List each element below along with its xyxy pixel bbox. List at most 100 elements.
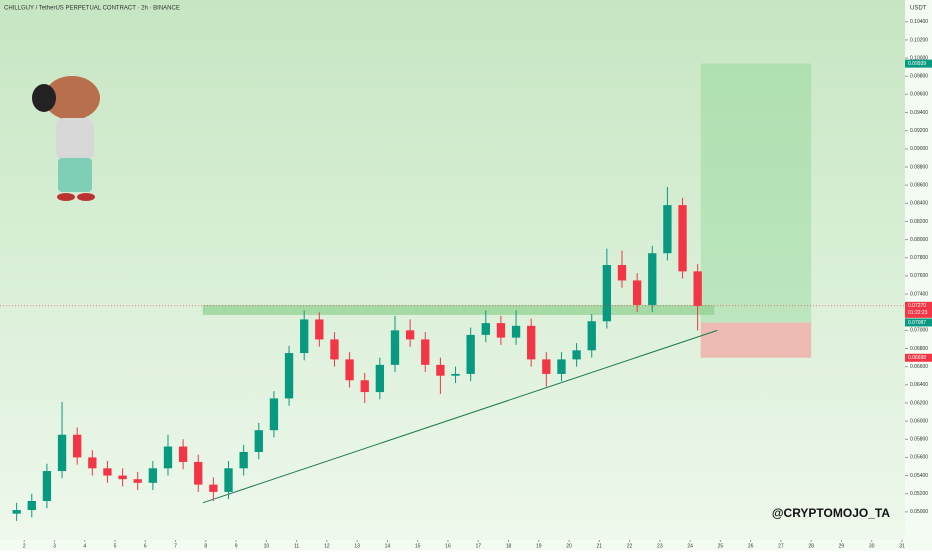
plot-background (0, 0, 905, 540)
price-label-box (905, 353, 932, 362)
candle-body (284, 353, 294, 399)
y-tick-label: 0.06400 (910, 382, 928, 388)
chart-title: CHILLGUY / TetherUS PERPETUAL CONTRACT ·… (4, 6, 180, 12)
price-label-box (905, 301, 932, 318)
candle-body (73, 434, 82, 458)
x-tick-label: 27 (778, 543, 784, 549)
mascot (32, 76, 100, 201)
candle-body (451, 373, 460, 376)
y-tick-label: 0.08400 (910, 201, 928, 207)
y-tick-label: 0.05800 (910, 437, 928, 443)
candle-body (27, 500, 36, 511)
y-tick-label: 0.07800 (910, 255, 928, 261)
x-tick-label: 19 (536, 543, 542, 549)
y-tick-label: 0.09400 (910, 110, 928, 116)
watermark: @CRYPTOMOJO_TA (772, 506, 890, 520)
x-tick-label: 9 (235, 543, 238, 549)
y-tick-label: 0.08600 (910, 182, 928, 188)
x-tick-label: 16 (445, 543, 451, 549)
y-tick-label: 0.10200 (910, 37, 928, 43)
candle-body (103, 468, 112, 476)
x-tick-label: 5 (114, 543, 117, 549)
candle-body (481, 323, 490, 335)
candle-body (345, 359, 354, 381)
x-tick-label: 12 (324, 543, 330, 549)
x-tick-label: 8 (204, 543, 207, 549)
candle-body (617, 265, 627, 281)
y-tick-label: 0.08800 (910, 164, 928, 170)
candle-body (12, 510, 21, 514)
candle-body (511, 325, 521, 338)
time-axis (0, 540, 905, 550)
candle-body (300, 319, 309, 354)
candle-body (436, 364, 445, 376)
price-label-box (905, 318, 932, 327)
candle-body (587, 321, 596, 351)
y-tick-label: 0.09800 (910, 74, 928, 80)
y-tick-label: 0.05000 (910, 509, 928, 515)
candle-body (663, 205, 672, 254)
candle-body (693, 271, 702, 306)
candle-body (118, 475, 127, 480)
candle-body (57, 434, 67, 472)
x-tick-label: 24 (687, 543, 693, 549)
candle-body (421, 339, 430, 365)
x-tick-label: 4 (83, 543, 86, 549)
candle-body (678, 205, 687, 272)
x-tick-label: 23 (657, 543, 663, 549)
y-tick-label: 0.06200 (910, 400, 928, 406)
candle-body (194, 461, 203, 485)
target-zone (700, 63, 812, 323)
candle-body (390, 330, 400, 365)
y-tick-label: 0.08000 (910, 237, 928, 243)
stop-zone (700, 322, 812, 358)
x-tick-label: 2 (23, 543, 26, 549)
currency-label: USDT (910, 6, 927, 12)
candle-body (602, 265, 612, 322)
y-tick-label: 0.07400 (910, 291, 928, 297)
candle-body (209, 484, 218, 492)
y-tick-label: 0.05600 (910, 455, 928, 461)
x-tick-label: 26 (748, 543, 754, 549)
x-tick-label: 21 (597, 543, 603, 549)
y-tick-label: 0.05200 (910, 491, 928, 497)
x-tick-label: 7 (174, 543, 177, 549)
y-tick-label: 0.05400 (910, 473, 928, 479)
y-tick-label: 0.08200 (910, 219, 928, 225)
price-label: 0.06698 (908, 355, 926, 361)
x-tick-label: 14 (385, 543, 391, 549)
x-tick-label: 22 (627, 543, 633, 549)
y-tick-label: 0.09000 (910, 146, 928, 152)
candle-body (557, 359, 566, 374)
x-tick-label: 15 (415, 543, 421, 549)
candle-body (648, 253, 657, 305)
candle-body (42, 471, 52, 501)
candle-body (178, 446, 188, 462)
x-tick-label: 17 (475, 543, 481, 549)
candle-body (254, 430, 263, 452)
candle-body (405, 330, 415, 340)
x-tick-label: 20 (566, 543, 572, 549)
y-tick-label: 0.07600 (910, 273, 928, 279)
candle-body (360, 380, 369, 393)
candle-body (375, 364, 385, 393)
x-tick-label: 13 (354, 543, 360, 549)
countdown-label: 01:22:23 (908, 310, 928, 316)
y-tick-label: 0.09200 (910, 128, 928, 134)
x-tick-label: 29 (839, 543, 845, 549)
price-label: 0.07087 (908, 320, 926, 326)
x-tick-label: 18 (506, 543, 512, 549)
y-tick-label: 0.06000 (910, 418, 928, 424)
price-label: 0.09939 (908, 61, 926, 67)
candle-body (496, 323, 506, 338)
candle-body (224, 468, 233, 492)
y-tick-label: 0.10000 (910, 55, 928, 61)
candle-body (572, 350, 581, 360)
x-tick-label: 25 (718, 543, 724, 549)
x-tick-label: 28 (808, 543, 814, 549)
y-tick-label: 0.06800 (910, 346, 928, 352)
candle-body (315, 319, 324, 340)
resistance-zone (202, 304, 715, 315)
x-tick-label: 10 (264, 543, 270, 549)
price-label: 0.07270 (908, 303, 926, 309)
